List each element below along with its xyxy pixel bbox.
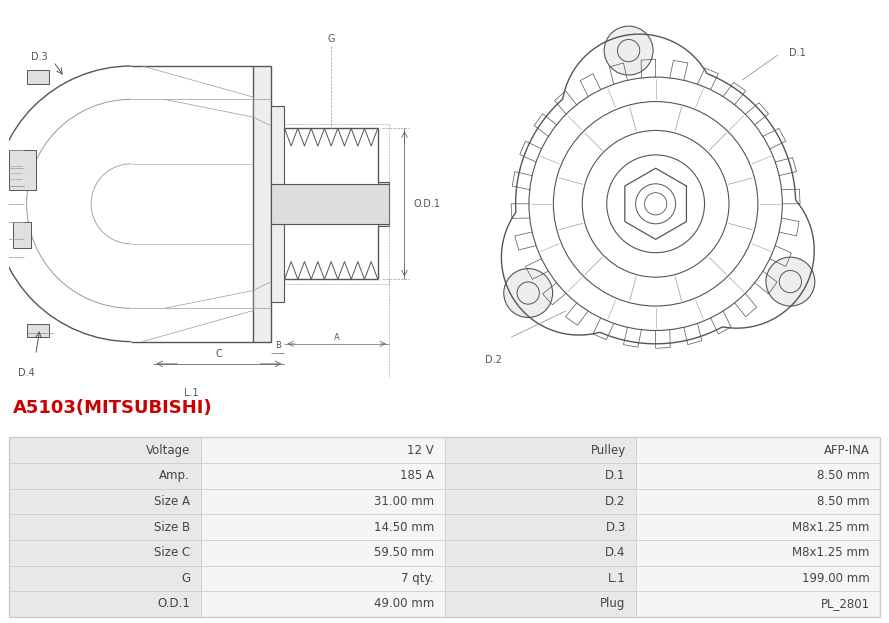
- Text: D.3: D.3: [605, 521, 626, 533]
- Bar: [9, 437, 201, 463]
- Text: M8x1.25 mm: M8x1.25 mm: [792, 546, 869, 559]
- Text: L.1: L.1: [608, 572, 626, 585]
- Text: Size A: Size A: [154, 495, 190, 508]
- Bar: [378, 181, 389, 226]
- Bar: [9, 566, 201, 591]
- Text: 14.50 mm: 14.50 mm: [373, 521, 434, 533]
- Text: L.1: L.1: [184, 388, 198, 398]
- Text: C: C: [215, 350, 222, 359]
- Text: O.D.1: O.D.1: [413, 199, 440, 209]
- Circle shape: [605, 26, 653, 75]
- Text: Pulley: Pulley: [590, 444, 626, 457]
- Bar: [13, 222, 31, 248]
- Bar: [201, 566, 444, 591]
- Bar: [444, 591, 637, 617]
- Bar: [201, 437, 444, 463]
- Text: D.2: D.2: [485, 355, 501, 365]
- Text: Plug: Plug: [600, 597, 626, 611]
- Text: M8x1.25 mm: M8x1.25 mm: [792, 521, 869, 533]
- Bar: [444, 540, 637, 566]
- Text: O.D.1: O.D.1: [157, 597, 190, 611]
- Text: 31.00 mm: 31.00 mm: [374, 495, 434, 508]
- Bar: [9, 151, 36, 191]
- Text: A: A: [334, 333, 340, 341]
- Bar: [201, 514, 444, 540]
- Bar: [637, 463, 880, 488]
- Text: D.1: D.1: [605, 469, 626, 482]
- Bar: [27, 70, 49, 83]
- Bar: [637, 514, 880, 540]
- Text: G: G: [181, 572, 190, 585]
- Bar: [444, 437, 637, 463]
- Bar: [637, 437, 880, 463]
- Bar: [9, 591, 201, 617]
- Text: D.2: D.2: [605, 495, 626, 508]
- Text: 7 qty.: 7 qty.: [402, 572, 434, 585]
- Bar: [9, 514, 201, 540]
- Circle shape: [766, 257, 815, 306]
- Text: D.4: D.4: [605, 546, 626, 559]
- Text: D.3: D.3: [31, 52, 48, 62]
- Bar: [637, 591, 880, 617]
- Bar: [444, 488, 637, 514]
- Text: Size C: Size C: [154, 546, 190, 559]
- Bar: [253, 66, 271, 341]
- Bar: [637, 566, 880, 591]
- Text: Amp.: Amp.: [159, 469, 190, 482]
- Text: 8.50 mm: 8.50 mm: [817, 495, 869, 508]
- Bar: [9, 540, 201, 566]
- Text: Size B: Size B: [154, 521, 190, 533]
- Bar: [444, 463, 637, 488]
- Text: 49.00 mm: 49.00 mm: [373, 597, 434, 611]
- Bar: [201, 488, 444, 514]
- Text: AFP-INA: AFP-INA: [824, 444, 869, 457]
- Text: G: G: [327, 34, 335, 44]
- Bar: [201, 540, 444, 566]
- Bar: [444, 514, 637, 540]
- Text: B: B: [275, 341, 281, 351]
- Text: Voltage: Voltage: [146, 444, 190, 457]
- Bar: [444, 566, 637, 591]
- Bar: [9, 488, 201, 514]
- Bar: [27, 324, 49, 337]
- Text: 199.00 mm: 199.00 mm: [802, 572, 869, 585]
- Text: D.4: D.4: [19, 368, 35, 378]
- Text: 185 A: 185 A: [400, 469, 434, 482]
- Text: A5103(MITSUBISHI): A5103(MITSUBISHI): [13, 399, 212, 417]
- Text: 8.50 mm: 8.50 mm: [817, 469, 869, 482]
- Text: 59.50 mm: 59.50 mm: [374, 546, 434, 559]
- Bar: [201, 591, 444, 617]
- Bar: [9, 437, 880, 617]
- Circle shape: [504, 269, 553, 318]
- Text: D.1: D.1: [789, 48, 805, 58]
- Bar: [637, 540, 880, 566]
- Text: PL_2801: PL_2801: [821, 597, 869, 611]
- Bar: [271, 106, 284, 302]
- Bar: [9, 463, 201, 488]
- Bar: [201, 463, 444, 488]
- Bar: [271, 184, 389, 224]
- Bar: [637, 488, 880, 514]
- Text: 12 V: 12 V: [407, 444, 434, 457]
